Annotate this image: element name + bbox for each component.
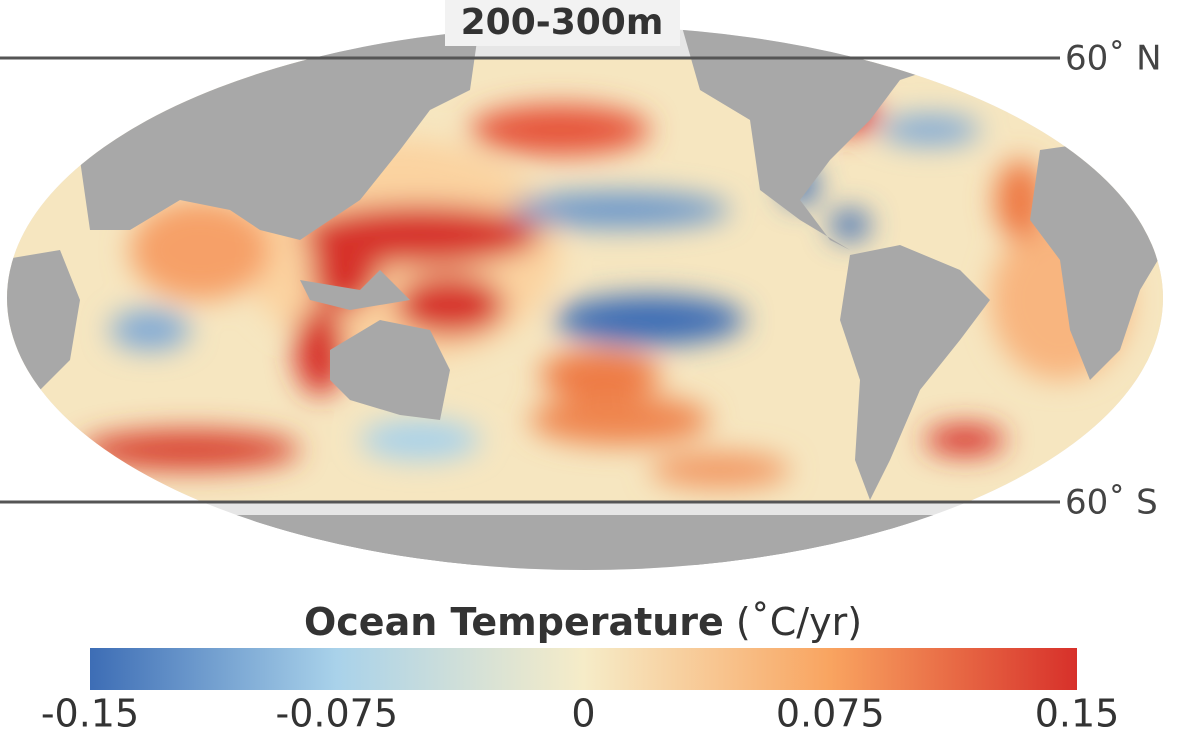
anomaly-field <box>80 97 1130 488</box>
south-america <box>840 245 990 500</box>
anomaly <box>360 420 480 460</box>
anomaly <box>395 275 505 335</box>
anomaly <box>130 200 270 300</box>
title: 200-300m <box>461 2 664 43</box>
legend-title: Ocean Temperature (˚C/yr) <box>304 600 862 644</box>
anomaly <box>110 310 190 350</box>
colorbar-tick-label: -0.075 <box>276 692 399 736</box>
legend-title-text: Ocean Temperature <box>304 600 724 644</box>
anomaly <box>510 192 730 228</box>
legend-unit: (˚C/yr) <box>736 600 862 644</box>
colorbar-tick-label: 0.075 <box>776 692 885 736</box>
islands <box>300 270 410 310</box>
anomaly <box>830 210 870 240</box>
anomaly <box>650 452 790 488</box>
colorbar-tick-label: 0.15 <box>1035 692 1120 736</box>
anomaly <box>470 105 650 155</box>
colorbar-tick-label: -0.15 <box>41 692 139 736</box>
anomaly <box>880 115 980 145</box>
australia <box>330 320 450 420</box>
anomaly <box>555 295 745 345</box>
latitude-label: 60˚ S <box>1065 483 1158 523</box>
anomaly <box>80 430 300 470</box>
anomaly <box>540 350 660 400</box>
anomaly <box>530 395 710 445</box>
latitude-label: 60˚ N <box>1065 39 1162 79</box>
anomaly <box>925 425 1005 455</box>
colorbar <box>90 648 1077 690</box>
antarctica-coast <box>160 515 1020 565</box>
colorbar-tick-label: 0 <box>571 692 595 736</box>
title-box <box>445 0 680 46</box>
north-america <box>680 26 1000 250</box>
colorbar-ticks: -0.15 -0.075 0 0.075 0.15 <box>41 692 1119 736</box>
